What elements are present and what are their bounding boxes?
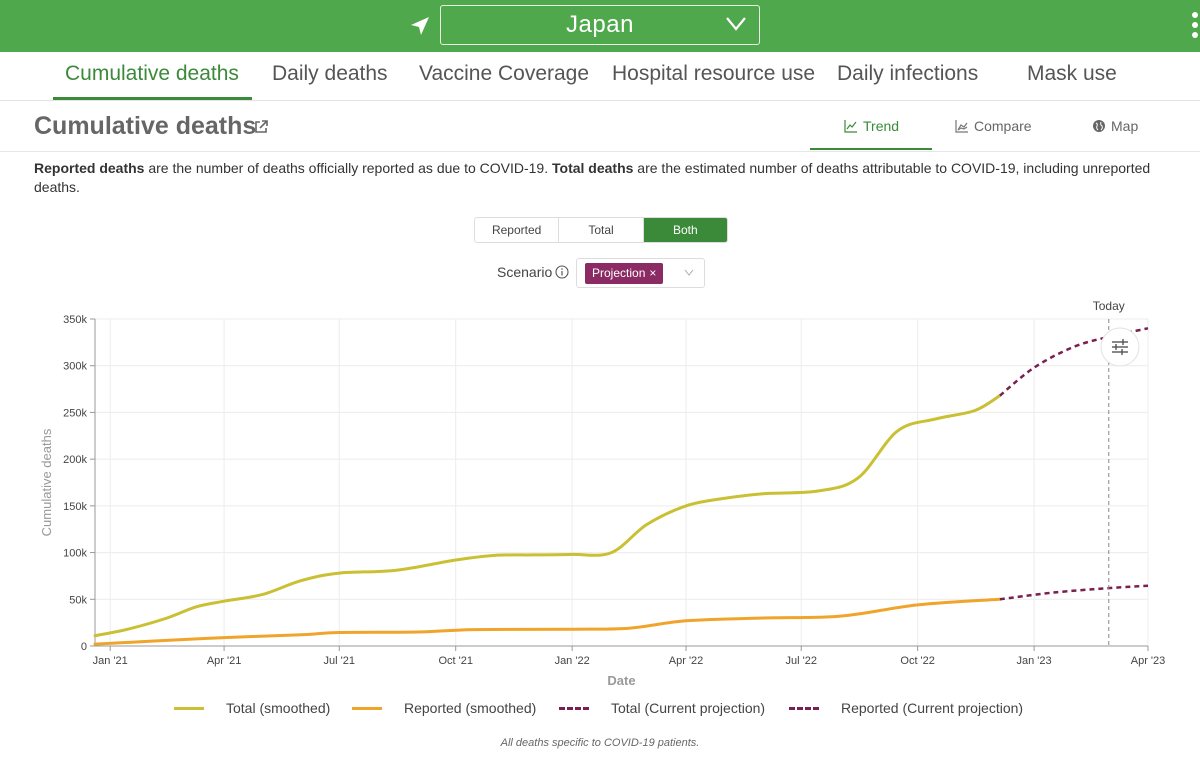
- tab-compare[interactable]: Compare: [955, 118, 1032, 134]
- active-tab-indicator: [53, 97, 252, 100]
- top-bar: Japan: [0, 0, 1200, 52]
- y-tick-label: 250k: [63, 407, 87, 419]
- chart-series: [93, 327, 1149, 646]
- legend-item-total[interactable]: Total (smoothed): [174, 700, 330, 716]
- toggle-total[interactable]: Total: [559, 218, 644, 242]
- legend-label: Total (Current projection): [611, 700, 766, 716]
- y-tick-label: 200k: [63, 454, 87, 466]
- tab-daily-infections[interactable]: Daily infections: [837, 62, 979, 85]
- legend-item-reported-projection[interactable]: Reported (Current projection): [789, 700, 1023, 716]
- toggle-both[interactable]: Both: [643, 218, 727, 242]
- today-marker: Today: [1093, 299, 1125, 646]
- line-chart-icon: [844, 120, 857, 133]
- tab-compare-label: Compare: [974, 118, 1032, 134]
- tab-hospital-resource-use[interactable]: Hospital resource use: [612, 62, 816, 85]
- series-line-reported-projection: [999, 584, 1149, 601]
- desc-text-1: are the number of deaths officially repo…: [144, 160, 552, 176]
- x-tick-label: Apr '23: [1131, 655, 1166, 667]
- toggle-reported[interactable]: Reported: [475, 218, 560, 242]
- tab-trend[interactable]: Trend: [844, 118, 899, 134]
- chart-description: Reported deaths are the number of deaths…: [34, 159, 1164, 197]
- projection-chip-label: Projection: [592, 266, 646, 280]
- y-tick-label: 0: [81, 641, 87, 653]
- x-tick-label: Jan '22: [555, 655, 590, 667]
- active-view-indicator: [810, 148, 932, 150]
- legend-swatch: [352, 706, 382, 710]
- legend-swatch: [559, 706, 589, 710]
- chart-axes: 0 50k 100k 150k 200k 250k 300k 350k Jan '21 Apr '…: [39, 314, 1165, 688]
- x-axis-label: Date: [607, 673, 635, 688]
- y-tick-label: 100k: [63, 548, 87, 560]
- x-tick-label: Apr '22: [669, 655, 704, 667]
- navigation-arrow-icon[interactable]: [408, 14, 432, 38]
- main-nav-tabs: Cumulative deaths Daily deaths Vaccine C…: [0, 52, 1200, 101]
- tab-map[interactable]: Map: [1092, 118, 1138, 134]
- legend-label: Total (smoothed): [226, 700, 331, 716]
- chip-remove-button[interactable]: ×: [649, 266, 657, 280]
- today-label: Today: [1093, 299, 1125, 313]
- chevron-down-icon: [684, 269, 694, 276]
- legend-item-reported[interactable]: Reported (smoothed): [352, 700, 536, 716]
- term-reported-deaths: Reported deaths: [34, 160, 145, 176]
- chevron-down-icon: [726, 17, 746, 31]
- legend-label: Reported (Current projection): [841, 700, 1024, 716]
- x-tick-label: Jul '21: [324, 655, 355, 667]
- area-chart-icon: [955, 120, 968, 133]
- tab-map-label: Map: [1111, 118, 1139, 134]
- country-select[interactable]: Japan: [440, 5, 760, 45]
- sliders-icon: [1112, 339, 1128, 355]
- globe-icon: [1093, 120, 1105, 132]
- x-tick-label: Jan '21: [93, 655, 128, 667]
- legend-swatch: [789, 706, 819, 710]
- info-icon[interactable]: [555, 265, 569, 279]
- x-tick-label: Jul '22: [785, 655, 816, 667]
- legend-item-total-projection[interactable]: Total (Current projection): [559, 700, 765, 716]
- x-tick-label: Oct '21: [438, 655, 473, 667]
- projection-chip: Projection ×: [585, 263, 664, 284]
- series-line-total: [93, 394, 1002, 638]
- tab-vaccine-coverage[interactable]: Vaccine Coverage: [419, 62, 590, 85]
- tab-trend-label: Trend: [863, 118, 900, 134]
- y-tick-label: 300k: [63, 361, 87, 373]
- term-total-deaths: Total deaths: [552, 160, 634, 176]
- external-link-icon[interactable]: [254, 120, 268, 134]
- divider: [0, 151, 1200, 152]
- country-value: Japan: [566, 11, 634, 38]
- x-tick-label: Oct '22: [900, 655, 935, 667]
- legend-label: Reported (smoothed): [404, 700, 537, 716]
- chart-footnote: All deaths specific to COVID-19 patients…: [500, 737, 700, 749]
- tab-daily-deaths[interactable]: Daily deaths: [272, 62, 388, 85]
- series-line-reported: [93, 597, 1002, 646]
- more-vertical-icon[interactable]: [1192, 12, 1200, 42]
- scenario-label: Scenario: [497, 264, 553, 280]
- legend-swatch: [174, 706, 204, 710]
- series-toggle: Reported Total Both: [474, 217, 728, 243]
- scenario-select[interactable]: Projection ×: [576, 258, 705, 288]
- tab-mask-use[interactable]: Mask use: [1027, 62, 1117, 85]
- page-title: Cumulative deaths: [34, 112, 257, 140]
- y-tick-label: 350k: [63, 314, 87, 326]
- view-tabs: Trend Compare Map: [810, 108, 1170, 150]
- chart-settings-button[interactable]: [1100, 327, 1140, 367]
- x-tick-label: Jan '23: [1017, 655, 1052, 667]
- cumulative-deaths-chart: 0 50k 100k 150k 200k 250k 300k 350k Jan '21 Apr '…: [39, 299, 1165, 688]
- tab-cumulative-deaths[interactable]: Cumulative deaths: [65, 62, 239, 85]
- y-tick-label: 150k: [63, 501, 87, 513]
- x-tick-label: Apr '21: [207, 655, 242, 667]
- desc-text-2: are the estimated number of deaths attri…: [34, 160, 1151, 195]
- y-tick-label: 50k: [69, 594, 87, 606]
- y-axis-label: Cumulative deaths: [39, 428, 54, 536]
